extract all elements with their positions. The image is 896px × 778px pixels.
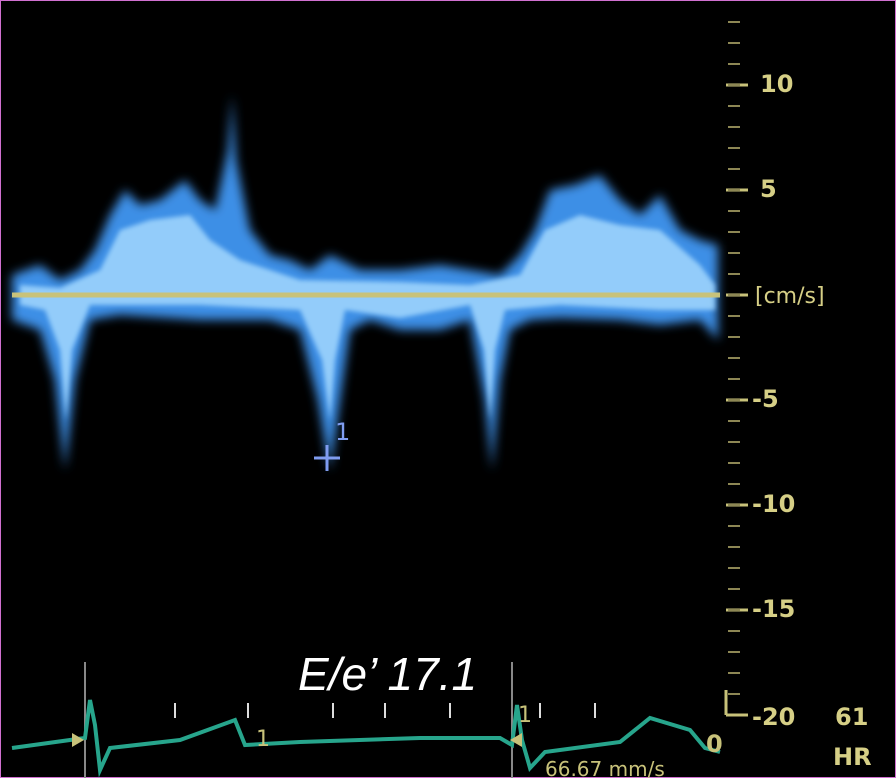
cursor-label: 1 <box>335 418 350 446</box>
heart-rate-label: HR <box>833 743 872 771</box>
zero-label: 0 <box>706 730 723 758</box>
scale-label: -10 <box>752 490 795 518</box>
scale-label: -15 <box>752 595 795 623</box>
heart-rate-value: 61 <box>835 703 868 731</box>
scale-unit: [cm/s] <box>755 284 825 309</box>
sweep-speed: 66.67 mm/s <box>545 757 665 778</box>
ultrasound-screen: 10 5 [cm/s] -5 -10 -15 -20 61 HR 1 1 1 0… <box>0 0 896 778</box>
page: 10 5 [cm/s] -5 -10 -15 -20 61 HR 1 1 1 0… <box>0 0 896 778</box>
ecg-marker: 1 <box>256 727 270 752</box>
scale-label: -20 <box>752 703 795 731</box>
scale-label: -5 <box>752 385 779 413</box>
ecg-marker: 1 <box>518 703 532 728</box>
scale-label: 10 <box>760 70 793 98</box>
ratio-annotation: E/e’ 17.1 <box>298 648 477 700</box>
scale-label: 5 <box>760 175 777 203</box>
